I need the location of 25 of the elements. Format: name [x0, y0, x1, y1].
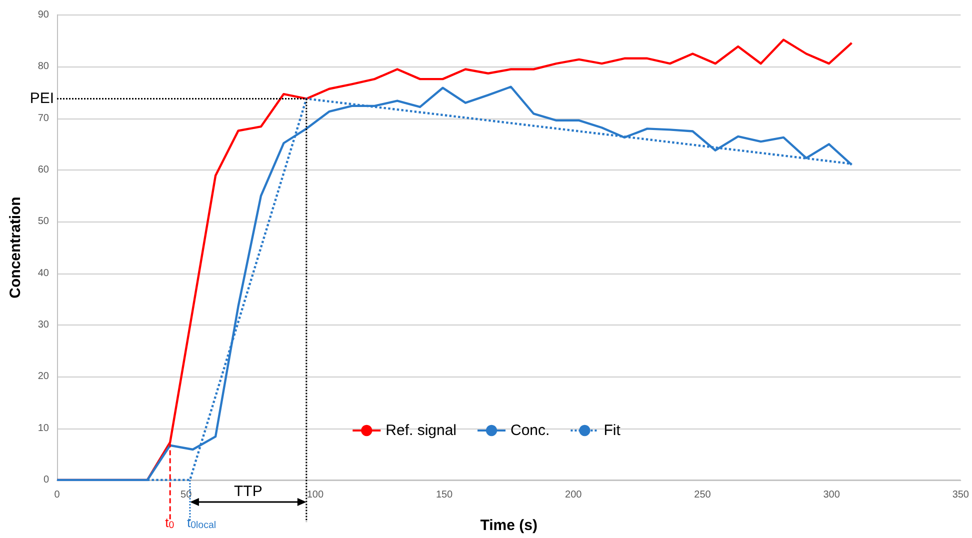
y-tick-label: 30: [38, 320, 50, 330]
text: TTP: [234, 483, 262, 500]
legend-label: Conc.: [510, 422, 550, 439]
ref-line-label: PEI: [30, 90, 54, 108]
x-axis-title: Time (s): [480, 517, 538, 534]
legend-label: Ref. signal: [386, 422, 457, 439]
x-tick-label: 250: [694, 490, 712, 500]
y-tick-label: 70: [38, 112, 50, 124]
x-tick-label: 350: [952, 490, 970, 500]
x-tick-label: 300: [823, 490, 840, 500]
y-tick-label: 50: [38, 216, 50, 228]
x-tick-label: 150: [436, 490, 454, 500]
y-tick-label: 40: [38, 268, 50, 279]
y-tick-label: 60: [38, 164, 50, 176]
y-tick-label: 0: [43, 474, 50, 486]
y-tick-label: 90: [38, 10, 50, 20]
legend-label: Fit: [604, 422, 622, 439]
y-tick-label: 10: [38, 422, 50, 434]
x-tick-label: 0: [54, 490, 60, 500]
y-tick-label: 80: [38, 61, 50, 72]
x-tick-label: 50: [180, 490, 192, 500]
x-tick-label: 100: [306, 490, 324, 500]
y-axis-title: Concentration: [7, 196, 24, 298]
y-tick-label: 20: [38, 371, 50, 382]
x-tick-label: 200: [565, 490, 582, 500]
